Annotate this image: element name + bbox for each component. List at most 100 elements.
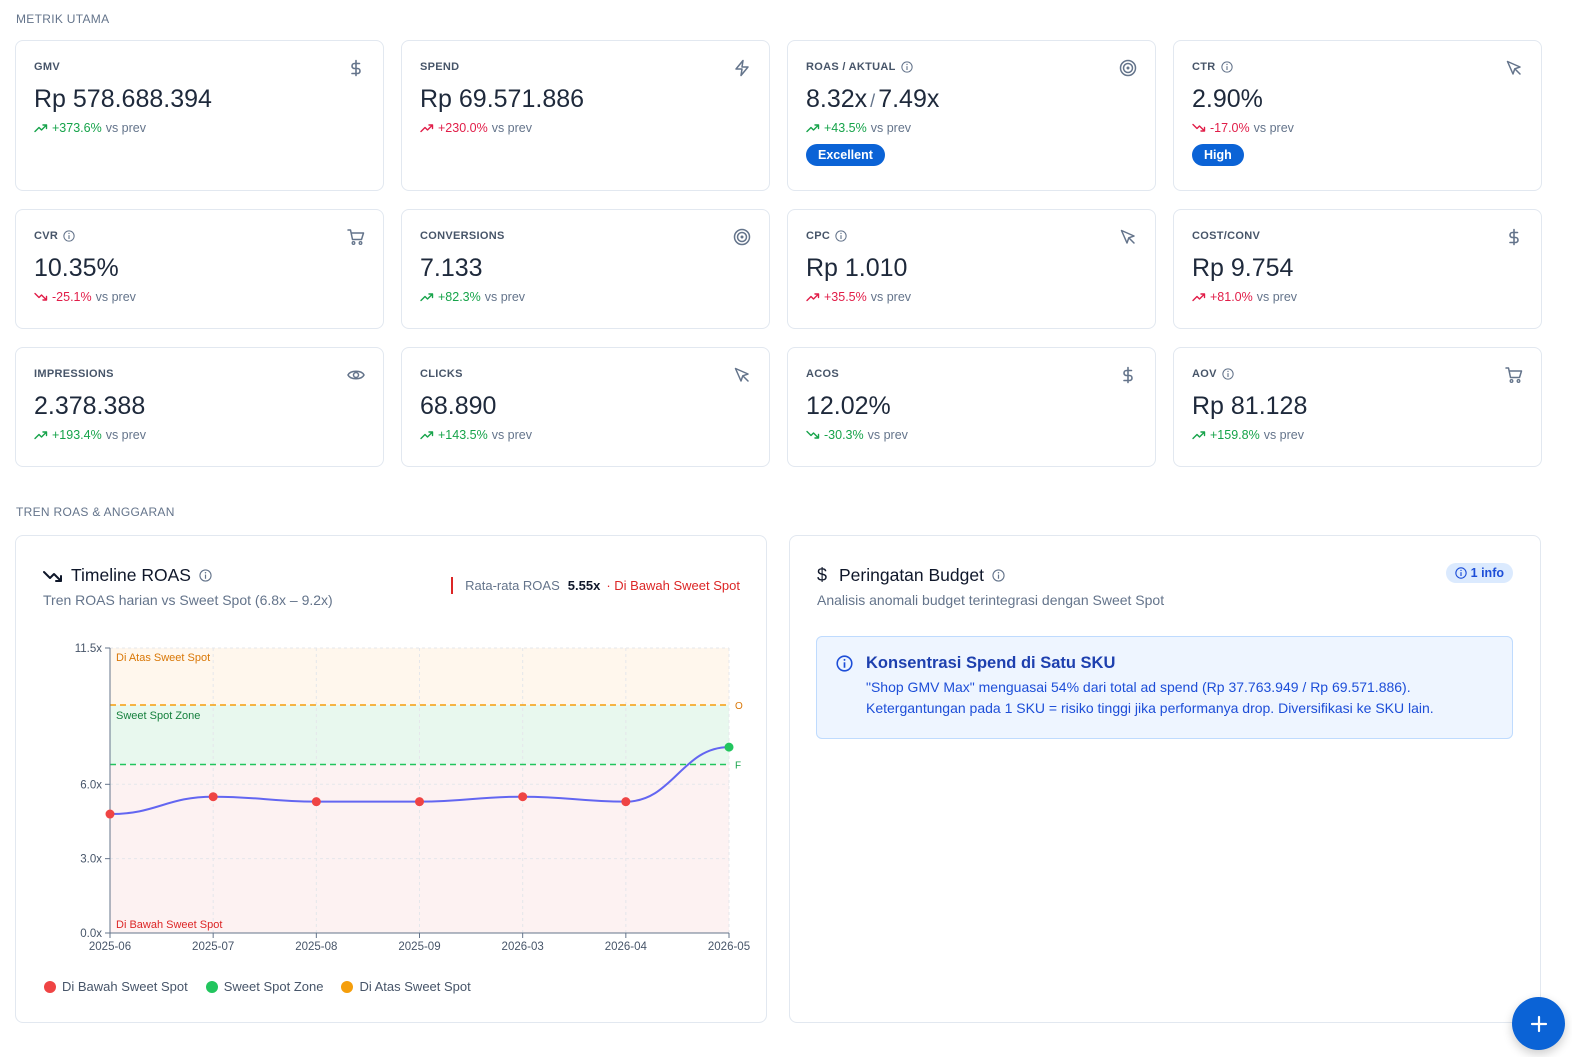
dollar-icon: $ xyxy=(817,565,828,585)
upper-line-label: O xyxy=(735,701,743,712)
metric-title: ROAS / AKTUAL xyxy=(806,61,896,73)
metric-delta: +43.5% vs prev xyxy=(806,121,1137,135)
metric-value-primary: Rp 81.128 xyxy=(1192,392,1308,420)
plus-icon xyxy=(1530,1015,1547,1032)
section-label-trend: TREN ROAS & ANGGARAN xyxy=(16,505,175,519)
value-separator: / xyxy=(870,91,876,111)
legend-label: Di Atas Sweet Spot xyxy=(359,979,471,994)
roas-timeline-panel: Timeline ROAS Tren ROAS harian vs Sweet … xyxy=(15,535,767,1023)
average-marker xyxy=(451,577,454,594)
y-tick-label: 3.0x xyxy=(80,854,102,866)
roas-average-indicator: Rata-rata ROAS 5.55x · Di Bawah Sweet Sp… xyxy=(451,577,740,594)
trending-down-icon xyxy=(43,570,62,582)
target-icon xyxy=(733,228,751,246)
legend-swatch xyxy=(205,980,218,993)
dollar-icon xyxy=(1505,228,1523,246)
x-tick-label: 2025-09 xyxy=(398,941,440,953)
average-status: · Di Bawah Sweet Spot xyxy=(606,578,740,593)
trending-up-icon xyxy=(806,123,820,133)
metric-title: SPEND xyxy=(420,61,460,73)
cart-icon xyxy=(1505,366,1523,384)
info-icon[interactable] xyxy=(992,569,1005,582)
metric-delta: -25.1% vs prev xyxy=(34,290,365,304)
info-icon[interactable] xyxy=(835,230,847,242)
delta-value: +159.8% xyxy=(1210,428,1260,442)
metric-value-secondary: 7.49x xyxy=(878,85,940,113)
metric-title-row: ROAS / AKTUAL xyxy=(806,60,1137,74)
cursor-icon xyxy=(1119,228,1137,246)
metric-card-cost-conv: COST/CONV Rp 9.754 +81.0% vs prev xyxy=(1173,209,1542,329)
x-tick-label: 2025-07 xyxy=(192,941,234,953)
delta-suffix: vs prev xyxy=(484,290,526,304)
x-tick-label: 2025-08 xyxy=(295,941,337,953)
roas-panel-title: Timeline ROAS xyxy=(71,565,191,585)
metric-value: 68.890 xyxy=(420,392,751,422)
trending-up-icon xyxy=(420,430,434,440)
x-tick-label: 2026-05 xyxy=(708,941,750,953)
info-icon[interactable] xyxy=(199,569,212,582)
delta-value: +35.5% xyxy=(824,290,867,304)
metric-value-primary: 7.133 xyxy=(420,254,483,282)
legend-item[interactable]: Di Atas Sweet Spot xyxy=(341,979,471,994)
info-count-badge[interactable]: 1 info xyxy=(1445,563,1513,583)
eye-icon xyxy=(347,366,365,384)
metric-title: CTR xyxy=(1192,61,1216,73)
trending-up-icon xyxy=(806,292,820,302)
zone-label-sweet: Sweet Spot Zone xyxy=(116,710,200,722)
roas-data-point xyxy=(621,797,631,807)
roas-data-point xyxy=(415,797,424,807)
average-value: 5.55x xyxy=(567,578,601,593)
zone-label-below: Di Bawah Sweet Spot xyxy=(116,919,222,931)
legend-item[interactable]: Sweet Spot Zone xyxy=(205,979,323,994)
delta-value: +193.4% xyxy=(52,428,102,442)
delta-value: +230.0% xyxy=(438,121,488,135)
roas-data-point xyxy=(105,809,115,819)
delta-value: +373.6% xyxy=(52,121,102,135)
metric-card-conversions: CONVERSIONS 7.133 +82.3% vs prev xyxy=(401,209,770,329)
metric-delta: +193.4% vs prev xyxy=(34,428,365,442)
legend-swatch xyxy=(341,980,354,993)
metric-value: 7.133 xyxy=(420,254,751,284)
add-button[interactable] xyxy=(1512,997,1565,1050)
info-icon[interactable] xyxy=(1222,368,1234,380)
metric-delta: -17.0% vs prev xyxy=(1192,121,1523,135)
metric-delta: +230.0% vs prev xyxy=(420,121,751,135)
chart-legend: Di Bawah Sweet Spot Sweet Spot Zone Di Ata… xyxy=(44,979,471,994)
metric-card-clicks: CLICKS 68.890 +143.5% vs prev xyxy=(401,347,770,467)
delta-suffix: vs prev xyxy=(867,428,908,442)
roas-data-point xyxy=(208,792,218,802)
info-icon xyxy=(1454,567,1467,579)
x-tick-label: 2026-04 xyxy=(605,941,648,953)
trending-down-icon xyxy=(34,292,48,302)
delta-suffix: vs prev xyxy=(491,121,532,135)
delta-suffix: vs prev xyxy=(870,290,912,304)
y-tick-label: 0.0x xyxy=(80,928,102,940)
trending-up-icon xyxy=(420,292,434,302)
y-tick-label: 11.5x xyxy=(75,643,103,655)
delta-value: -17.0% xyxy=(1210,121,1250,135)
metric-title: GMV xyxy=(34,61,60,73)
info-icon[interactable] xyxy=(900,61,913,73)
metric-card-cvr: CVR 10.35% -25.1% vs prev xyxy=(15,209,384,329)
info-icon[interactable] xyxy=(63,230,75,242)
metric-value: Rp 578.688.394 xyxy=(34,85,365,115)
metric-title-row: CVR xyxy=(34,229,365,243)
average-label: Rata-rata ROAS xyxy=(465,578,560,593)
delta-suffix: vs prev xyxy=(491,428,532,442)
metric-card-acos: ACOS 12.02% -30.3% vs prev xyxy=(787,347,1156,467)
budget-panel-subtitle: Analisis anomali budget terintegrasi den… xyxy=(817,592,1165,608)
trending-down-icon xyxy=(806,430,820,440)
status-badge: Excellent xyxy=(806,144,885,166)
metric-title-row: COST/CONV xyxy=(1192,229,1523,243)
metric-value: Rp 81.128 xyxy=(1192,392,1523,422)
trending-up-icon xyxy=(1192,292,1206,302)
trending-down-icon xyxy=(1192,123,1206,133)
roas-data-point xyxy=(311,797,321,807)
legend-item[interactable]: Di Bawah Sweet Spot xyxy=(44,979,188,994)
trending-up-icon xyxy=(1192,430,1206,440)
info-icon[interactable] xyxy=(1220,61,1233,73)
metric-value-primary: Rp 578.688.394 xyxy=(34,85,212,113)
metric-value: 8.32x/7.49x xyxy=(806,85,1137,115)
metric-value-primary: 2.90% xyxy=(1192,85,1263,113)
zone-label-above: Di Atas Sweet Spot xyxy=(116,652,210,664)
